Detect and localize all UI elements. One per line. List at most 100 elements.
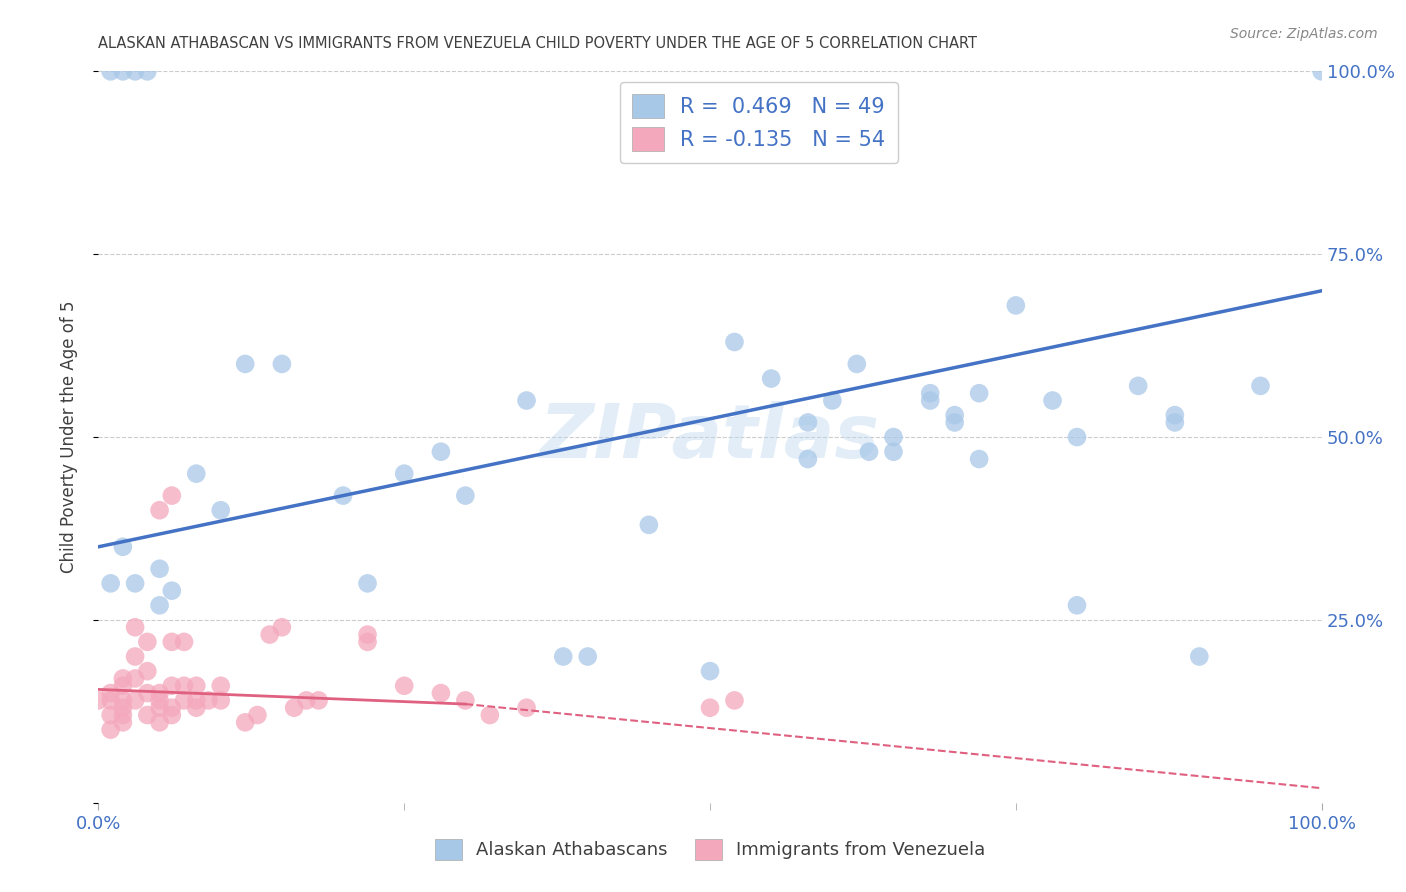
Point (308, 693, 330, 707)
Point (149, 686, 172, 700)
Point (100, 64, 122, 78)
Point (124, 64, 146, 78)
Point (149, 693, 172, 707)
Point (124, 649, 146, 664)
Text: ALASKAN ATHABASCAN VS IMMIGRANTS FROM VENEZUELA CHILD POVERTY UNDER THE AGE OF 5: ALASKAN ATHABASCAN VS IMMIGRANTS FROM VE… (98, 36, 977, 51)
Point (186, 679, 208, 693)
Point (454, 693, 477, 707)
Point (149, 715, 172, 730)
Point (111, 700, 134, 714)
Point (100, 723, 122, 737)
Point (100, 693, 122, 707)
Point (332, 489, 354, 503)
Point (943, 416, 966, 430)
Point (160, 583, 183, 598)
Point (136, 686, 159, 700)
Point (515, 700, 537, 714)
Point (209, 679, 232, 693)
Point (160, 489, 183, 503)
Point (1066, 430, 1088, 444)
Point (699, 664, 721, 678)
Point (209, 693, 232, 707)
Point (1249, 379, 1271, 393)
Point (967, 452, 990, 467)
Legend: Alaskan Athabascans, Immigrants from Venezuela: Alaskan Athabascans, Immigrants from Ven… (427, 831, 993, 867)
Point (821, 393, 844, 408)
Point (136, 64, 159, 78)
Point (124, 620, 146, 634)
Point (454, 489, 477, 503)
Point (173, 679, 195, 693)
Point (149, 562, 172, 576)
Point (920, 393, 942, 408)
Point (100, 708, 122, 723)
Point (136, 664, 159, 678)
Point (270, 357, 294, 371)
Point (100, 576, 122, 591)
Point (356, 635, 378, 649)
Point (124, 576, 146, 591)
Point (883, 430, 905, 444)
Point (149, 599, 172, 613)
Point (1066, 599, 1088, 613)
Point (124, 693, 146, 707)
Point (1188, 649, 1211, 664)
Point (761, 371, 783, 385)
Point (100, 686, 122, 700)
Point (638, 517, 661, 532)
Point (87, 693, 110, 707)
Point (430, 686, 453, 700)
Point (124, 672, 146, 686)
Point (173, 693, 195, 707)
Point (233, 357, 256, 371)
Point (111, 672, 134, 686)
Point (186, 467, 208, 481)
Point (111, 708, 134, 723)
Point (283, 700, 305, 714)
Point (699, 700, 721, 714)
Point (186, 693, 208, 707)
Point (515, 393, 537, 408)
Point (392, 467, 416, 481)
Point (1042, 393, 1064, 408)
Point (723, 334, 745, 349)
Point (295, 693, 318, 707)
Point (111, 693, 134, 707)
Point (111, 540, 134, 554)
Point (858, 444, 880, 458)
Point (149, 700, 172, 714)
Point (136, 635, 159, 649)
Point (920, 386, 942, 401)
Point (136, 708, 159, 723)
Point (1164, 408, 1187, 422)
Point (845, 357, 868, 371)
Point (270, 620, 294, 634)
Text: ZIPatlas: ZIPatlas (540, 401, 880, 474)
Point (943, 408, 966, 422)
Point (1128, 379, 1150, 393)
Point (576, 649, 599, 664)
Point (111, 64, 134, 78)
Point (160, 700, 183, 714)
Point (1310, 64, 1333, 78)
Point (246, 708, 269, 723)
Point (797, 416, 820, 430)
Point (160, 708, 183, 723)
Point (149, 503, 172, 517)
Point (173, 635, 195, 649)
Point (111, 679, 134, 693)
Point (430, 444, 453, 458)
Point (1164, 416, 1187, 430)
Text: Source: ZipAtlas.com: Source: ZipAtlas.com (1230, 27, 1378, 41)
Point (1004, 298, 1026, 312)
Point (392, 679, 416, 693)
Point (197, 693, 219, 707)
Point (478, 708, 501, 723)
Point (186, 700, 208, 714)
Point (259, 627, 281, 641)
Point (356, 576, 378, 591)
Point (967, 386, 990, 401)
Point (209, 503, 232, 517)
Point (356, 627, 378, 641)
Point (160, 635, 183, 649)
